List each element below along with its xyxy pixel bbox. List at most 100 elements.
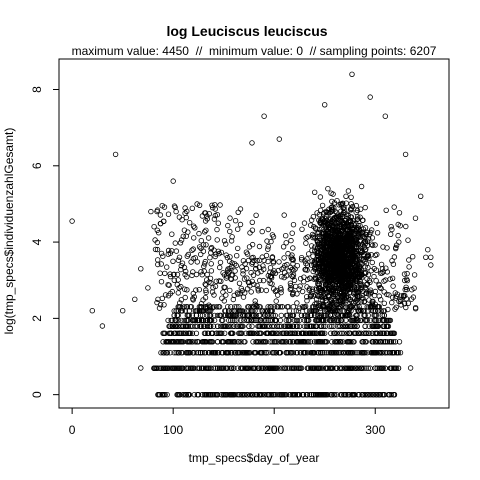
data-point bbox=[284, 323, 290, 329]
data-point bbox=[425, 246, 431, 253]
data-point bbox=[221, 298, 227, 304]
data-point bbox=[235, 350, 241, 356]
data-point bbox=[273, 339, 279, 345]
data-point bbox=[180, 330, 186, 336]
data-point bbox=[308, 222, 314, 228]
data-point bbox=[320, 294, 326, 301]
data-point bbox=[379, 317, 385, 324]
data-point bbox=[329, 350, 335, 356]
data-point bbox=[367, 94, 373, 100]
data-point bbox=[366, 330, 372, 336]
data-point bbox=[159, 295, 165, 302]
data-point bbox=[341, 291, 347, 297]
data-point bbox=[268, 238, 274, 245]
data-point bbox=[308, 293, 314, 299]
data-point bbox=[258, 339, 264, 345]
data-point bbox=[286, 323, 293, 329]
data-point bbox=[290, 245, 296, 251]
data-point bbox=[335, 216, 341, 222]
data-point bbox=[294, 317, 301, 324]
x-tick-label: 300 bbox=[365, 423, 385, 437]
data-point bbox=[206, 302, 212, 308]
data-point bbox=[173, 248, 180, 254]
data-point bbox=[248, 365, 254, 371]
data-point bbox=[369, 259, 375, 266]
data-point bbox=[317, 314, 323, 321]
data-point bbox=[273, 350, 279, 356]
data-point bbox=[203, 289, 209, 296]
data-point bbox=[305, 276, 311, 283]
data-point bbox=[310, 392, 317, 398]
data-point bbox=[323, 339, 329, 345]
data-point bbox=[263, 339, 269, 345]
data-point bbox=[390, 392, 397, 398]
data-point bbox=[158, 365, 164, 371]
data-point bbox=[377, 392, 383, 398]
data-point bbox=[330, 226, 336, 233]
data-point bbox=[217, 259, 224, 266]
data-point bbox=[329, 323, 335, 329]
data-point bbox=[423, 254, 429, 260]
data-point bbox=[281, 323, 287, 329]
y-tick-label: 4 bbox=[30, 238, 44, 245]
data-point bbox=[207, 365, 214, 371]
data-point bbox=[264, 238, 270, 244]
data-point bbox=[317, 217, 324, 224]
data-point bbox=[370, 392, 376, 398]
data-point bbox=[342, 365, 348, 371]
data-point bbox=[162, 292, 169, 298]
data-point bbox=[267, 317, 273, 324]
data-point bbox=[237, 221, 244, 228]
data-point bbox=[369, 323, 375, 329]
data-point bbox=[363, 365, 369, 371]
data-point bbox=[189, 272, 195, 279]
data-point bbox=[217, 365, 224, 371]
data-point bbox=[402, 151, 409, 158]
data-point bbox=[260, 339, 266, 345]
data-point bbox=[364, 276, 370, 282]
data-point bbox=[316, 350, 322, 356]
data-point bbox=[244, 350, 250, 356]
data-point bbox=[301, 323, 308, 329]
data-point bbox=[186, 219, 193, 226]
data-point bbox=[165, 293, 172, 299]
data-point bbox=[378, 297, 384, 303]
x-tick-label: 0 bbox=[69, 423, 76, 437]
data-point bbox=[368, 350, 374, 356]
data-point bbox=[340, 339, 346, 345]
data-point bbox=[296, 392, 303, 398]
data-point bbox=[276, 365, 282, 371]
data-point bbox=[357, 278, 363, 284]
data-point bbox=[328, 190, 334, 196]
data-point bbox=[187, 365, 193, 371]
data-point bbox=[347, 217, 354, 224]
data-point bbox=[323, 323, 329, 329]
data-point bbox=[366, 235, 372, 242]
data-point bbox=[300, 339, 307, 345]
data-point bbox=[306, 392, 313, 398]
data-point bbox=[325, 185, 331, 192]
data-point bbox=[192, 308, 199, 314]
data-point bbox=[351, 339, 357, 345]
data-point bbox=[294, 263, 300, 269]
data-point bbox=[404, 277, 411, 284]
data-point bbox=[402, 277, 408, 284]
data-point bbox=[165, 251, 171, 257]
data-point bbox=[251, 317, 257, 324]
data-point bbox=[390, 294, 396, 301]
data-point bbox=[329, 198, 335, 205]
data-point bbox=[309, 286, 316, 292]
data-point bbox=[402, 286, 408, 293]
data-point bbox=[339, 365, 345, 371]
data-point bbox=[200, 365, 207, 371]
data-point bbox=[269, 339, 275, 345]
data-point bbox=[179, 260, 186, 266]
data-point bbox=[132, 296, 138, 302]
data-point bbox=[228, 238, 235, 244]
data-point bbox=[311, 330, 318, 336]
data-point bbox=[250, 272, 257, 278]
data-point bbox=[294, 392, 301, 398]
data-point bbox=[231, 365, 237, 371]
data-point bbox=[351, 272, 357, 278]
data-point bbox=[356, 271, 362, 277]
